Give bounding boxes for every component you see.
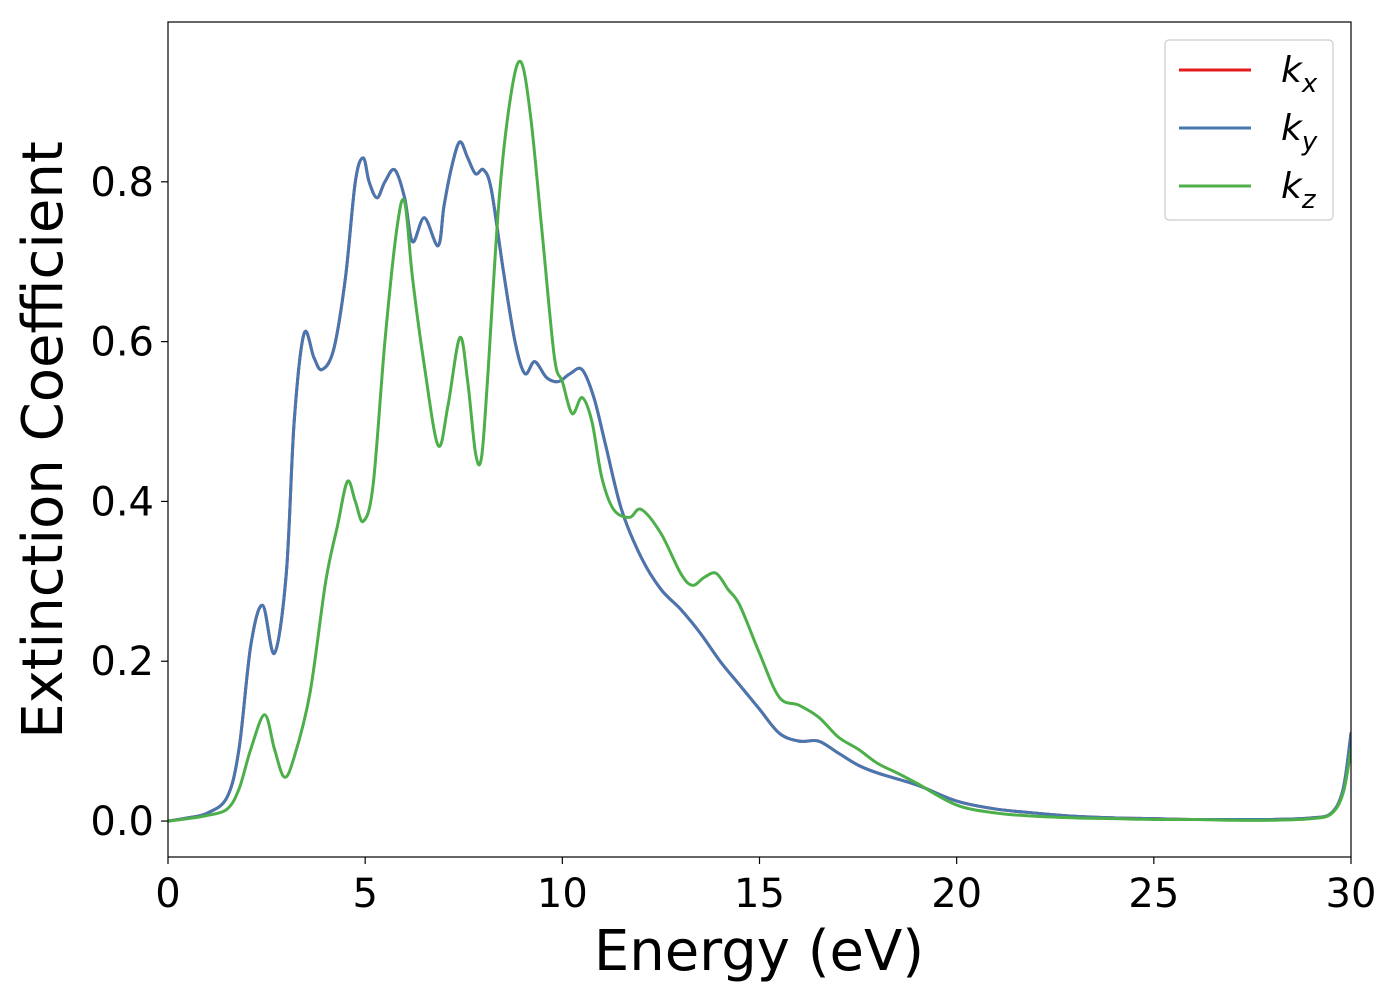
legend-box [1164, 39, 1334, 221]
y-tick-label: 0.8 [90, 160, 154, 206]
y-tick-label: 0.2 [90, 639, 154, 685]
y-axis-ticks: 0.0 0.2 0.4 0.6 0.8 [90, 160, 168, 845]
x-tick-label: 10 [537, 871, 588, 917]
series-line-ky [168, 140, 1351, 823]
x-tick-label: 20 [931, 871, 982, 917]
legend-label-subscript: y [1301, 127, 1318, 157]
x-tick-label: 30 [1326, 871, 1377, 917]
y-tick-label: 0.6 [90, 320, 154, 366]
legend-label-subscript: x [1301, 69, 1318, 99]
x-tick-label: 15 [734, 871, 785, 917]
y-tick-label: 0.0 [90, 799, 154, 845]
legend-label-ky: ky [1281, 108, 1318, 157]
y-tick-label: 0.4 [90, 479, 154, 525]
y-axis-title: Extinction Coefficient [11, 141, 76, 739]
x-tick-label: 5 [352, 871, 377, 917]
x-axis-ticks: 0 5 10 15 20 25 30 [155, 857, 1376, 917]
series-line-kz [168, 59, 1351, 823]
x-tick-label: 0 [155, 871, 180, 917]
legend-label-kx: kx [1281, 50, 1318, 99]
series-layer [168, 59, 1351, 823]
x-axis-title: Energy (eV) [594, 919, 924, 984]
legend-label-subscript: z [1301, 185, 1317, 215]
x-tick-label: 25 [1128, 871, 1179, 917]
